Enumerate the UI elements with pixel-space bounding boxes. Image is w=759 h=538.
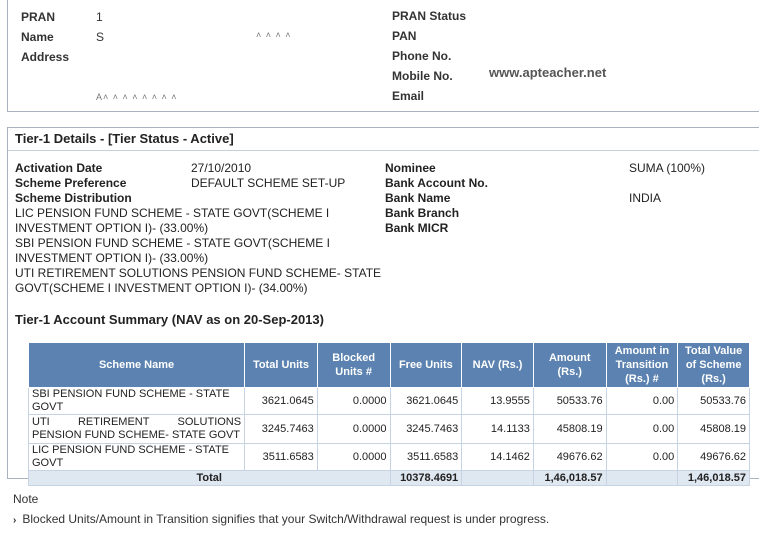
total-value-cell: 1,46,018.57 — [677, 470, 750, 486]
pran-value: 1 — [96, 10, 103, 24]
free-units-cell: 3621.0645 — [389, 387, 463, 415]
amount-cell: 45808.19 — [532, 414, 607, 444]
pran-label: PRAN — [21, 10, 56, 24]
column-header-amount-in-transition: Amount in Transition (Rs.) # — [605, 342, 679, 388]
amount-cell: 50533.76 — [532, 387, 607, 415]
tier-1-title: Tier-1 Details - [Tier Status - Active] — [15, 131, 234, 146]
amount-in-transition-cell: 0.00 — [605, 414, 679, 444]
column-header-amount: Amount (Rs.) — [532, 342, 607, 388]
column-header-total-units: Total Units — [244, 342, 318, 388]
column-header-nav: NAV (Rs.) — [461, 342, 534, 388]
free-units-cell: 3245.7463 — [389, 414, 463, 444]
total-units-cell: 3245.7463 — [244, 414, 318, 444]
table-row: UTI RETIREMENT SOLUTIONS PENSION FUND SC… — [27, 414, 750, 444]
scheme-preference-value: DEFAULT SCHEME SET-UP — [191, 176, 346, 190]
table-row: SBI PENSION FUND SCHEME - STATE GOVT 362… — [27, 387, 750, 415]
address-label: Address — [21, 50, 70, 64]
subscriber-profile-panel: PRAN 1 Name S ˄ ˄ ˄ ˄ Address A˄ ˄ ˄ ˄ ˄… — [7, 0, 759, 112]
column-header-total-value: Total Value of Scheme (Rs.) — [677, 342, 750, 388]
tier-1-details-panel: Tier-1 Details - [Tier Status - Active] … — [7, 127, 759, 486]
distribution-line: LIC PENSION FUND SCHEME - STATE GOVT(SCH… — [15, 206, 330, 220]
total-transition-cell — [605, 470, 679, 486]
pan-label: PAN — [392, 29, 417, 43]
name-label: Name — [21, 30, 54, 44]
account-summary-table: Scheme Name Total Units Blocked Units # … — [27, 342, 750, 486]
address-value-partial: A˄ ˄ ˄ ˄ ˄ ˄ ˄ ˄ — [96, 92, 178, 102]
total-value-cell: 50533.76 — [677, 387, 750, 415]
scheme-distribution-label: Scheme Distribution — [15, 191, 132, 205]
nominee-label: Nominee — [385, 161, 436, 175]
note-line: › Blocked Units/Amount in Transition sign… — [13, 512, 549, 526]
bank-micr-label: Bank MICR — [385, 221, 449, 235]
phone-label: Phone No. — [392, 49, 452, 63]
total-label-cell: Total — [28, 470, 391, 486]
total-value-cell: 45808.19 — [677, 414, 750, 444]
scheme-name-cell: UTI RETIREMENT SOLUTIONS PENSION FUND SC… — [27, 414, 246, 444]
total-value-cell: 49676.62 — [677, 443, 750, 471]
note-text: Blocked Units/Amount in Transition signi… — [22, 512, 550, 526]
distribution-line: SBI PENSION FUND SCHEME - STATE GOVT(SCH… — [15, 236, 330, 250]
table-header-row: Scheme Name Total Units Blocked Units # … — [27, 342, 750, 388]
amount-cell: 49676.62 — [532, 443, 607, 471]
amount-in-transition-cell: 0.00 — [605, 387, 679, 415]
tier-1-header: Tier-1 Details - [Tier Status - Active] — [8, 128, 759, 151]
distribution-line: INVESTMENT OPTION I)- (33.00%) — [15, 251, 209, 265]
total-nav-cell — [461, 470, 534, 486]
blocked-units-cell: 0.0000 — [316, 387, 391, 415]
amount-in-transition-cell: 0.00 — [605, 443, 679, 471]
blocked-units-cell: 0.0000 — [316, 443, 391, 471]
name-value: S — [96, 30, 105, 44]
activation-date-value: 27/10/2010 — [191, 161, 252, 175]
distribution-line: INVESTMENT OPTION I)- (33.00%) — [15, 221, 209, 235]
email-label: Email — [392, 89, 425, 103]
column-header-blocked-units: Blocked Units # — [316, 342, 391, 388]
total-units-cell: 3621.0645 — [244, 387, 318, 415]
activation-date-label: Activation Date — [15, 161, 103, 175]
pran-status-label: PRAN Status — [392, 9, 467, 23]
blocked-units-cell: 0.0000 — [316, 414, 391, 444]
total-units-cell: 3511.6583 — [244, 443, 318, 471]
scheme-name-cell: SBI PENSION FUND SCHEME - STATE GOVT — [27, 387, 246, 415]
nav-cell: 14.1133 — [461, 414, 534, 444]
distribution-line: GOVT(SCHEME I INVESTMENT OPTION I)- (34.… — [15, 281, 308, 295]
account-summary-title: Tier-1 Account Summary (NAV as on 20-Sep… — [15, 312, 324, 327]
total-free-units-cell: 10378.4691 — [389, 470, 463, 486]
chevron-right-icon: › — [13, 515, 17, 526]
nominee-value: SUMA (100%) — [629, 161, 706, 175]
scheme-preference-label: Scheme Preference — [15, 176, 127, 190]
column-header-free-units: Free Units — [389, 342, 463, 388]
bank-name-label: Bank Name — [385, 191, 451, 205]
free-units-cell: 3511.6583 — [389, 443, 463, 471]
watermark-text: www.apteacher.net — [489, 65, 607, 80]
bank-branch-label: Bank Branch — [385, 206, 460, 220]
column-header-scheme-name: Scheme Name — [27, 342, 246, 388]
nav-cell: 14.1462 — [461, 443, 534, 471]
total-amount-cell: 1,46,018.57 — [532, 470, 607, 486]
distribution-line: UTI RETIREMENT SOLUTIONS PENSION FUND SC… — [15, 266, 382, 280]
table-total-row: Total 10378.4691 1,46,018.57 1,46,018.57 — [28, 470, 750, 486]
mobile-label: Mobile No. — [392, 69, 453, 83]
scheme-name-cell: LIC PENSION FUND SCHEME - STATE GOVT — [27, 443, 246, 471]
table-row: LIC PENSION FUND SCHEME - STATE GOVT 351… — [27, 443, 750, 471]
nav-cell: 13.9555 — [461, 387, 534, 415]
name-value-partial: ˄ ˄ ˄ ˄ — [256, 30, 292, 40]
note-label: Note — [13, 492, 39, 506]
bank-account-label: Bank Account No. — [385, 176, 488, 190]
bank-name-value: INDIA — [629, 191, 662, 205]
